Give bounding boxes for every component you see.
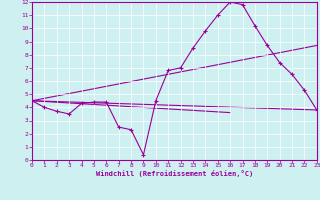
X-axis label: Windchill (Refroidissement éolien,°C): Windchill (Refroidissement éolien,°C): [96, 170, 253, 177]
